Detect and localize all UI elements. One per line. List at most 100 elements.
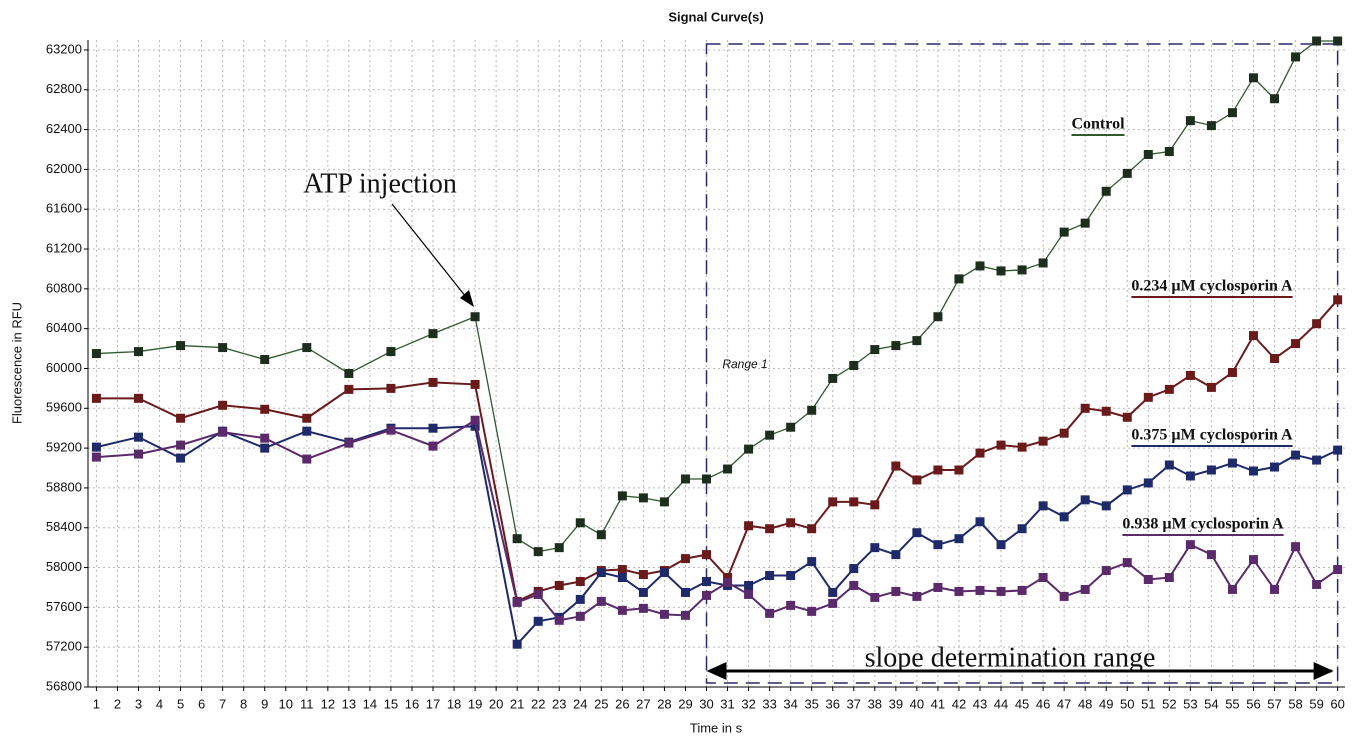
point	[723, 573, 733, 583]
point	[891, 341, 901, 351]
point	[870, 592, 880, 602]
point	[996, 586, 1006, 596]
point	[344, 438, 354, 448]
point	[533, 547, 543, 557]
point	[1080, 495, 1090, 505]
y-tick-label: 57200	[46, 639, 82, 654]
point	[933, 465, 943, 475]
point	[91, 393, 101, 403]
x-tick-label: 51	[1141, 696, 1155, 711]
x-tick-label: 53	[1183, 696, 1197, 711]
x-tick-label: 31	[720, 696, 734, 711]
point	[575, 611, 585, 621]
point	[533, 616, 543, 626]
point	[638, 570, 648, 580]
point	[1101, 501, 1111, 511]
point	[1122, 412, 1132, 422]
point	[1312, 36, 1322, 46]
x-tick-label: 43	[973, 696, 987, 711]
point	[933, 312, 943, 322]
x-tick-label: 23	[552, 696, 566, 711]
y-tick-label: 61600	[46, 201, 82, 216]
point	[386, 425, 396, 435]
point	[1291, 339, 1301, 349]
x-tick-label: 2	[114, 696, 121, 711]
point	[765, 430, 775, 440]
point	[912, 591, 922, 601]
point	[891, 461, 901, 471]
point	[1227, 458, 1237, 468]
x-tick-label: 47	[1057, 696, 1071, 711]
point	[765, 524, 775, 534]
point	[302, 413, 312, 423]
point	[1227, 584, 1237, 594]
point	[218, 427, 228, 437]
point	[512, 534, 522, 544]
x-tick-label: 13	[342, 696, 356, 711]
point	[91, 349, 101, 359]
point	[1206, 465, 1216, 475]
point	[133, 449, 143, 459]
annotation: slope determination range	[865, 642, 1156, 673]
x-tick-label: 25	[594, 696, 608, 711]
point	[1206, 382, 1216, 392]
point	[870, 543, 880, 553]
x-tick-label: 58	[1288, 696, 1302, 711]
point	[1248, 73, 1258, 83]
y-tick-label: 63200	[46, 41, 82, 56]
x-tick-label: 3	[135, 696, 142, 711]
point	[828, 598, 838, 608]
point	[512, 597, 522, 607]
point	[1017, 442, 1027, 452]
point	[849, 497, 859, 507]
point	[1143, 478, 1153, 488]
x-tick-label: 10	[279, 696, 293, 711]
point	[1143, 574, 1153, 584]
point	[954, 465, 964, 475]
point	[1248, 466, 1258, 476]
point	[1185, 370, 1195, 380]
point	[596, 596, 606, 606]
point	[723, 577, 733, 587]
point	[702, 550, 712, 560]
point	[386, 347, 396, 357]
x-tick-label: 54	[1204, 696, 1218, 711]
point	[1038, 258, 1048, 268]
x-tick-label: 1	[93, 696, 100, 711]
point	[302, 343, 312, 353]
x-tick-label: 52	[1162, 696, 1176, 711]
point	[1122, 558, 1132, 568]
x-tick-label: 36	[825, 696, 839, 711]
y-tick-label: 59600	[46, 400, 82, 415]
x-tick-label: 8	[240, 696, 247, 711]
x-tick-label: 60	[1330, 696, 1344, 711]
y-tick-label: 60400	[46, 320, 82, 335]
point	[849, 580, 859, 590]
point	[1333, 295, 1343, 305]
point	[617, 491, 627, 501]
point	[470, 379, 480, 389]
point	[1101, 406, 1111, 416]
point	[386, 383, 396, 393]
point	[91, 452, 101, 462]
arrow-head	[460, 290, 474, 307]
point	[1080, 584, 1090, 594]
x-tick-label: 14	[363, 696, 377, 711]
point	[1164, 384, 1174, 394]
y-tick-label: 62000	[46, 161, 82, 176]
x-tick-label: 12	[321, 696, 335, 711]
point	[512, 639, 522, 649]
point	[1206, 550, 1216, 560]
point	[786, 518, 796, 528]
point	[470, 312, 480, 322]
x-tick-label: 55	[1225, 696, 1239, 711]
point	[1101, 186, 1111, 196]
point	[786, 571, 796, 581]
point	[1122, 485, 1132, 495]
point	[1227, 367, 1237, 377]
point	[554, 615, 564, 625]
x-tick-label: 34	[783, 696, 797, 711]
point	[260, 355, 270, 365]
